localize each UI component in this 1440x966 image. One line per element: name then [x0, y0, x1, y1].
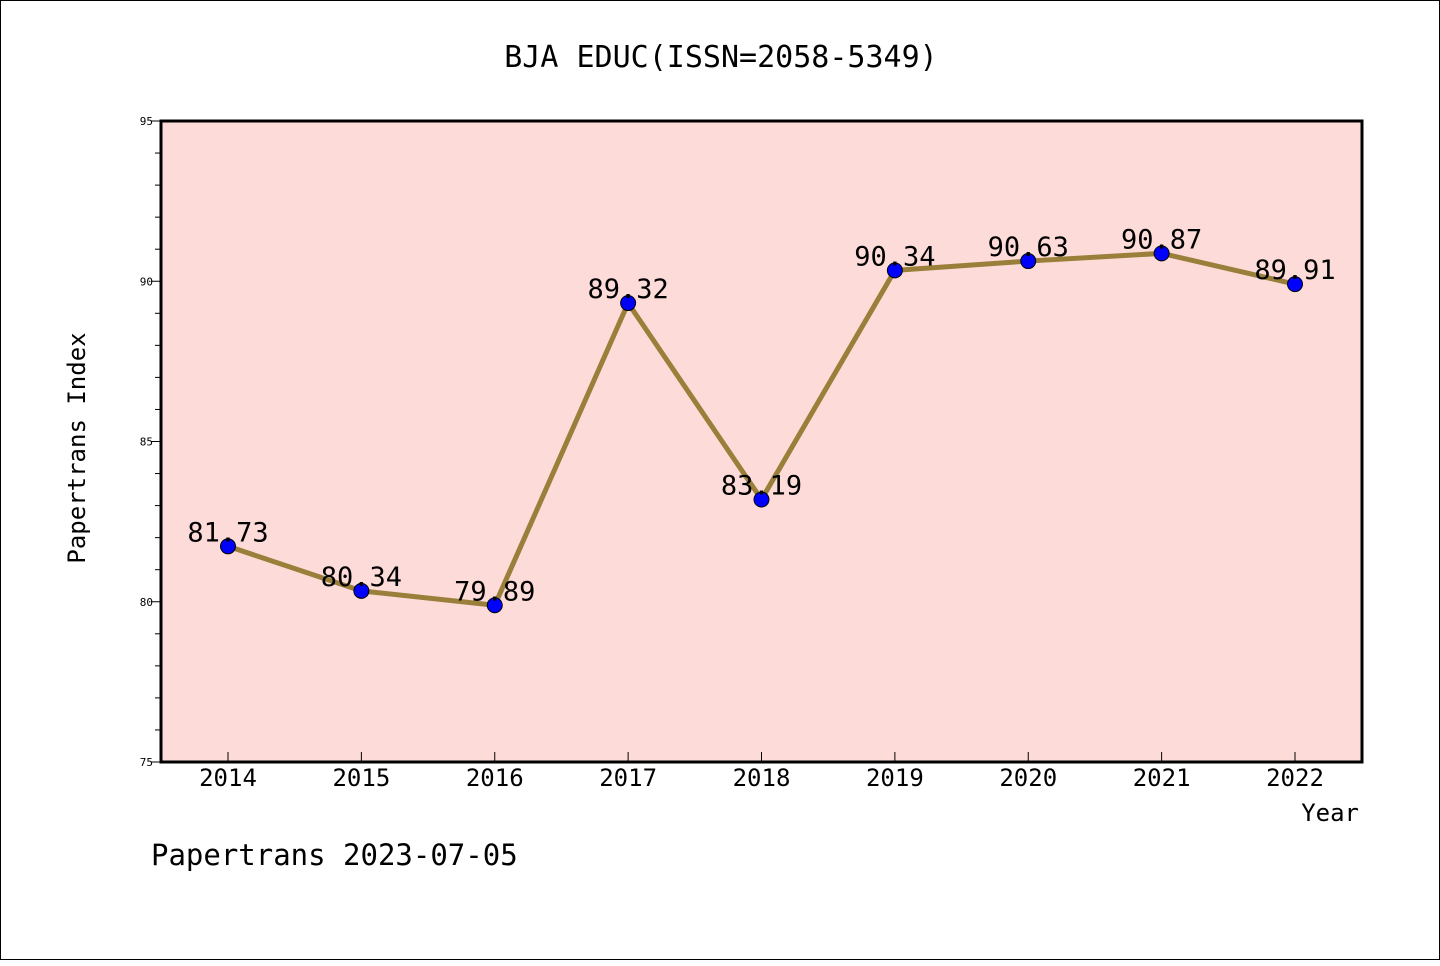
- x-axis-ticks: 2014 2015 2016 2017 2018 2019 2020 2021 2022: [199, 752, 1324, 792]
- x-tick-label: 2020: [999, 764, 1057, 792]
- data-label: 90.87: [1121, 224, 1202, 255]
- y-tick-label: 75: [140, 756, 153, 769]
- y-tick-label: 95: [140, 115, 153, 128]
- x-tick-label: 2021: [1133, 764, 1191, 792]
- data-point: [220, 538, 236, 555]
- data-label: 83.19: [721, 471, 802, 502]
- chart-title: BJA EDUC(ISSN=2058-5349): [504, 40, 937, 75]
- x-tick-label: 2016: [466, 764, 524, 792]
- data-point: [620, 295, 637, 312]
- footer-text: Papertrans 2023-07-05: [151, 838, 518, 872]
- x-tick-label: 2019: [866, 764, 924, 792]
- plot-area: [159, 119, 1364, 764]
- x-axis-label: Year: [1301, 799, 1359, 827]
- data-point: [1020, 253, 1037, 270]
- series-layer: 81.73 80.34 79.89 89.32 83.19 90.34 90.63 90.87…: [187, 224, 1336, 614]
- x-tick-label: 2015: [332, 764, 390, 792]
- x-tick-label: 2018: [733, 764, 791, 792]
- data-point: [486, 597, 503, 614]
- x-tick-label: 2022: [1266, 764, 1324, 792]
- y-tick-label: 85: [140, 436, 153, 449]
- y-axis-label: Papertrans Index: [63, 332, 91, 563]
- data-label: 90.63: [988, 232, 1069, 263]
- data-point: [1287, 276, 1303, 293]
- data-label: 81.73: [187, 517, 268, 548]
- y-axis-ticks: 75 80 85 90 95: [140, 115, 161, 769]
- data-label: 79.89: [454, 576, 535, 607]
- x-tick-label: 2017: [599, 764, 657, 792]
- data-point: [1153, 245, 1170, 262]
- data-label: 89.32: [587, 274, 668, 305]
- data-label: 80.34: [321, 562, 402, 593]
- data-point: [353, 582, 370, 599]
- data-point: [886, 262, 903, 279]
- data-label: 89.91: [1254, 255, 1335, 286]
- y-tick-label: 90: [140, 275, 153, 288]
- x-tick-label: 2014: [199, 764, 257, 792]
- y-tick-label: 80: [140, 596, 153, 609]
- data-point: [753, 491, 770, 508]
- data-label: 90.34: [854, 241, 935, 272]
